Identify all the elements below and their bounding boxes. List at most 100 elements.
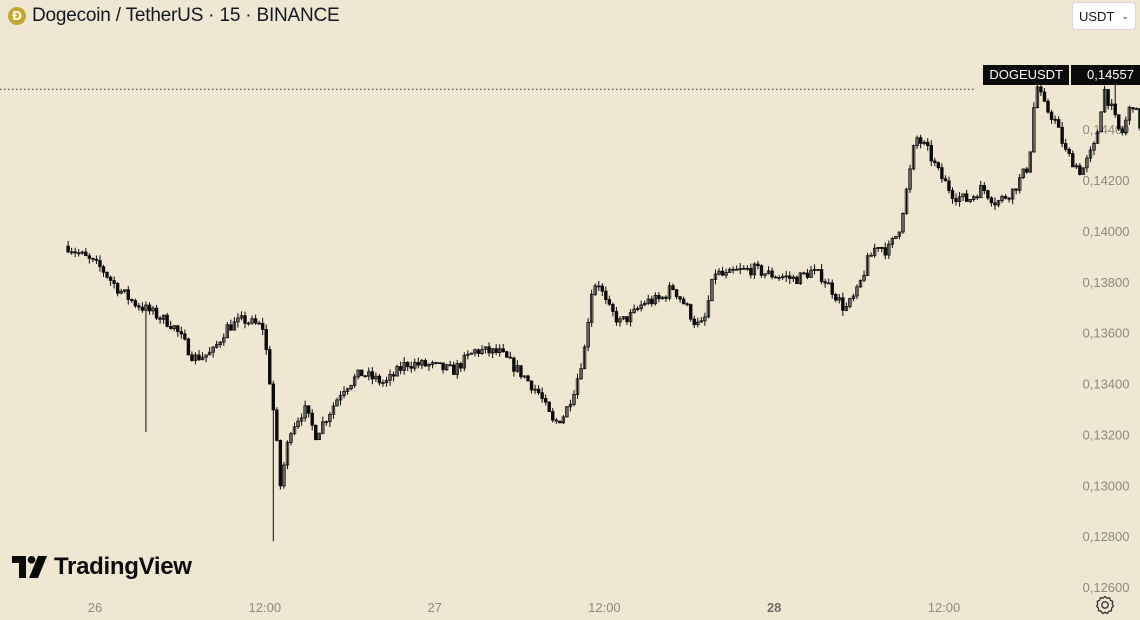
candle-body — [1102, 89, 1107, 113]
candle-body — [423, 360, 428, 367]
candle-body — [855, 286, 859, 297]
candle-body — [1035, 86, 1040, 109]
candle-body — [1117, 114, 1121, 130]
candle-body — [1078, 165, 1082, 175]
candle-body — [335, 399, 339, 407]
candle-body — [158, 317, 162, 320]
candle-body — [788, 275, 792, 279]
candle-body — [292, 426, 297, 435]
y-tick-label: 0,13000 — [1083, 478, 1130, 493]
candle-body — [830, 282, 834, 295]
candle-body — [667, 285, 672, 299]
currency-select[interactable]: USDT ⌄ — [1072, 2, 1136, 30]
candle-body — [611, 303, 615, 312]
candle-body — [710, 278, 714, 302]
candle-body — [207, 351, 212, 356]
candle-body — [494, 348, 498, 353]
candle-body — [897, 231, 902, 237]
settings-icon[interactable] — [1094, 594, 1116, 616]
candle-body — [395, 366, 399, 377]
candle-body — [183, 333, 187, 340]
candle-body — [1060, 126, 1064, 144]
x-tick-label: 26 — [88, 600, 102, 615]
candle-body — [84, 251, 88, 257]
candle-body — [706, 300, 711, 318]
candle-body — [671, 285, 675, 290]
candle-body — [646, 298, 650, 304]
candle-body — [324, 421, 329, 424]
candle-body — [147, 304, 152, 312]
candle-body — [1049, 111, 1054, 120]
candle-body — [522, 375, 527, 378]
candle-body — [77, 252, 81, 255]
candle-body — [480, 349, 484, 354]
candle-body — [119, 290, 123, 294]
candle-body — [777, 277, 781, 279]
candle-body — [108, 276, 113, 281]
candle-body — [444, 364, 449, 371]
candle-body — [476, 349, 481, 354]
candle-body — [618, 318, 622, 323]
candle-body — [306, 405, 311, 414]
symbol-title[interactable]: Dogecoin / TetherUS · 15 · BINANCE — [32, 5, 340, 26]
candle-body — [650, 298, 654, 305]
candle-body — [154, 307, 159, 319]
candle-body — [239, 315, 244, 319]
candle-body — [374, 375, 378, 380]
candle-body — [66, 245, 70, 253]
candle-body — [469, 352, 474, 355]
candle-body — [80, 251, 84, 254]
candle-body — [1042, 91, 1047, 102]
candles — [66, 73, 1140, 542]
chart-header: Dogecoin / TetherUS · 15 · BINANCE — [8, 4, 340, 28]
y-tick-label: 0,13800 — [1083, 275, 1130, 290]
candle-body — [699, 320, 704, 323]
candle-body — [681, 298, 686, 305]
candle-body — [982, 185, 987, 191]
candle-body — [685, 303, 689, 306]
candle-body — [1120, 128, 1124, 134]
candle-body — [508, 356, 513, 359]
candle-body — [869, 254, 873, 257]
candle-body — [674, 289, 679, 298]
candle-body — [377, 375, 382, 384]
last-price-tag: DOGEUSDT 0,14557 — [983, 65, 1140, 85]
candle-body — [763, 273, 767, 276]
candle-body — [1067, 148, 1071, 154]
candle-body — [462, 355, 467, 369]
candle-body — [87, 255, 92, 259]
candle-body — [696, 321, 700, 326]
candle-body — [738, 268, 742, 270]
candle-body — [558, 420, 562, 424]
candle-body — [519, 365, 523, 378]
candle-body — [303, 405, 307, 419]
candle-body — [441, 362, 445, 371]
candle-body — [872, 247, 877, 256]
candle-body — [296, 420, 300, 427]
candle-body — [487, 346, 491, 354]
candle-body — [1025, 168, 1029, 173]
candle-body — [586, 321, 590, 348]
x-tick-label: 28 — [767, 600, 781, 615]
candle-body — [901, 213, 905, 233]
candle-body — [752, 263, 757, 276]
candle-body — [356, 369, 360, 378]
candle-body — [964, 193, 969, 202]
candle-body — [236, 317, 240, 323]
candle-body — [1134, 108, 1139, 111]
candle-body — [996, 200, 1001, 206]
candle-body — [717, 270, 721, 275]
candle-body — [317, 432, 321, 441]
candle-body — [918, 137, 923, 144]
x-tick-label: 12:00 — [249, 600, 282, 615]
candle-body — [69, 251, 74, 254]
candle-body — [678, 296, 682, 300]
y-tick-label: 0,13400 — [1083, 377, 1130, 392]
candle-body — [894, 235, 898, 239]
candle-body — [1088, 149, 1093, 159]
candle-body — [639, 304, 643, 309]
y-tick-label: 0,14200 — [1083, 173, 1130, 188]
candle-body — [724, 272, 728, 276]
y-tick-label: 0,13600 — [1083, 326, 1130, 341]
